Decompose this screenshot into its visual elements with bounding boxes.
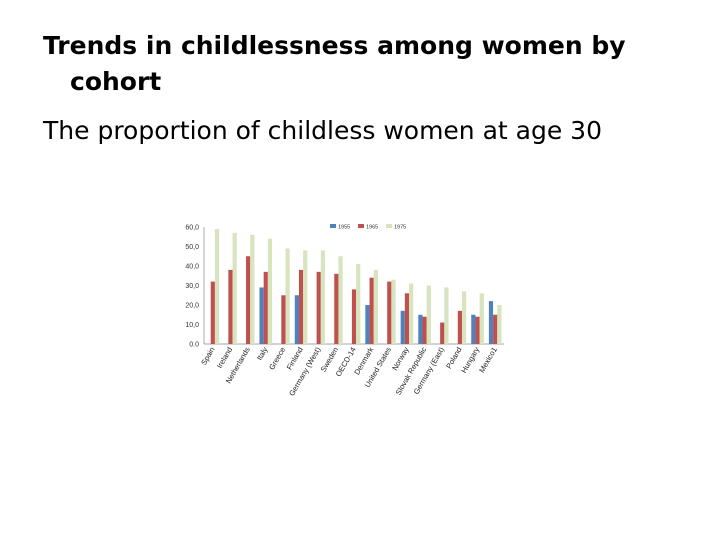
bar-1965 [334,273,339,344]
bar-1955 [400,310,405,344]
bar-1965 [281,295,286,344]
slide-title-line-2: cohort [70,67,162,96]
bar-1955 [488,301,494,344]
bar-1965 [457,310,462,344]
legend-label-1965: 1965 [366,225,378,231]
bar-1975 [426,285,431,344]
legend-label-1975: 1975 [394,225,406,231]
bar-1975 [356,264,361,344]
y-tick-label: 30,0 [185,283,199,290]
bar-1965 [475,316,480,344]
bar-1965 [263,271,268,344]
bar-1965 [422,316,427,344]
y-tick-label: 0.0 [189,342,199,349]
bar-1975 [391,279,396,344]
bar-1955 [471,314,476,344]
bar-1965 [404,293,410,344]
bar-1975 [250,234,255,344]
bar-1975 [497,305,502,344]
bar-1965 [440,322,445,344]
x-tick-label: Spain [199,346,216,367]
y-tick-label: 50,0 [185,244,199,251]
bar-1955 [418,314,423,344]
bar-1975 [338,256,343,344]
slide-title: Trends in childlessness among women by c… [43,28,683,100]
bar-1975 [303,250,308,344]
bar-1975 [267,238,273,344]
bar-1965 [369,277,374,344]
bar-1955 [259,287,264,344]
bar-1965 [210,281,215,344]
bar-1965 [298,269,304,344]
bar-1965 [351,289,357,344]
legend-label-1955: 1955 [338,225,350,231]
bar-1975 [373,269,378,344]
bar-1975 [479,293,484,344]
legend-swatch-1975 [386,224,392,228]
y-tick-label: 20,0 [185,303,199,310]
bar-1965 [228,269,233,344]
slide-subtitle: The proportion of childless women at age… [43,116,602,145]
legend-swatch-1965 [358,224,364,228]
bar-1965 [493,314,498,344]
bar-1965 [316,271,321,344]
bar-1965 [246,256,251,344]
bar-1975 [409,283,414,344]
slide-title-line-1: Trends in childlessness among women by [43,31,626,60]
bar-1955 [294,295,299,344]
childlessness-bar-chart: 0.010,020,030,040,050,060,0SpainIrelandN… [185,224,504,398]
bar-1975 [232,232,237,344]
bar-1955 [365,305,370,344]
bar-1975 [320,250,326,344]
legend-swatch-1955 [330,224,336,228]
bar-1975 [214,228,220,344]
y-tick-label: 60,0 [185,225,199,232]
y-tick-label: 10,0 [185,322,199,329]
bar-1975 [461,291,467,344]
y-tick-label: 40,0 [185,264,199,271]
bar-1965 [387,281,392,344]
bar-1975 [285,248,290,344]
bar-1975 [444,287,449,344]
x-tick-label: Italy [255,345,270,362]
